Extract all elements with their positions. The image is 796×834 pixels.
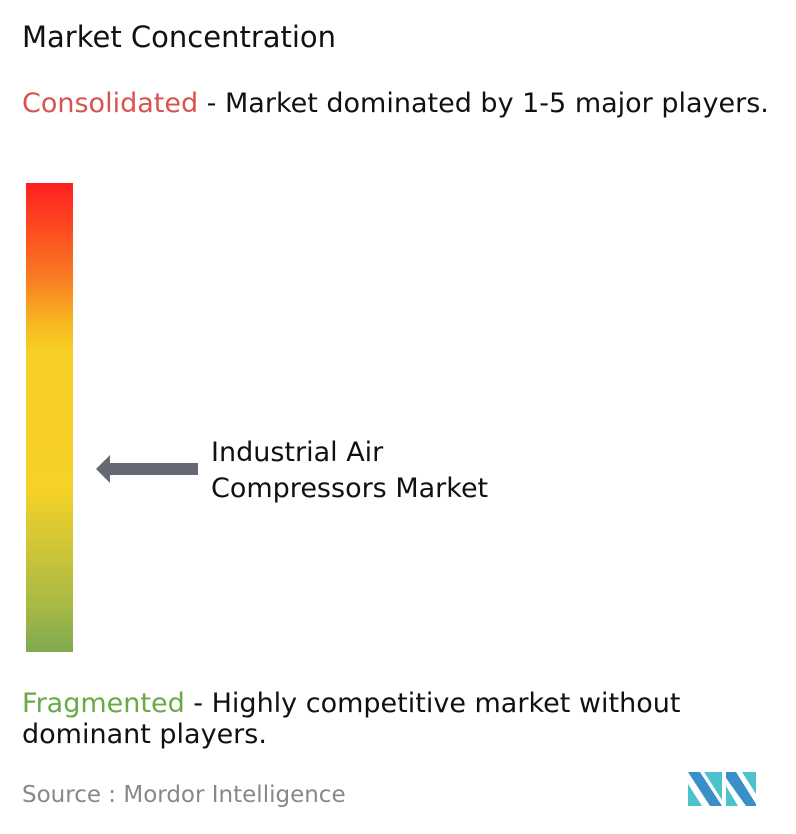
consolidated-description: Consolidated - Market dominated by 1-5 m… bbox=[22, 88, 792, 119]
mordor-intelligence-logo bbox=[688, 772, 756, 806]
source-text: Source : Mordor Intelligence bbox=[22, 782, 346, 808]
consolidated-text: - Market dominated by 1-5 major players. bbox=[198, 88, 769, 119]
market-position-arrow bbox=[96, 455, 198, 484]
consolidated-label: Consolidated bbox=[22, 88, 199, 119]
fragmented-text: - Highly competitive market without domi… bbox=[22, 688, 681, 750]
chart-title: Market Concentration bbox=[22, 20, 337, 54]
fragmented-description: Fragmented - Highly competitive market w… bbox=[22, 688, 792, 750]
market-label: Industrial Air Compressors Market bbox=[211, 437, 489, 505]
concentration-gradient-bar bbox=[26, 183, 73, 652]
arrow-shape bbox=[96, 455, 198, 484]
fragmented-label: Fragmented bbox=[22, 688, 185, 719]
